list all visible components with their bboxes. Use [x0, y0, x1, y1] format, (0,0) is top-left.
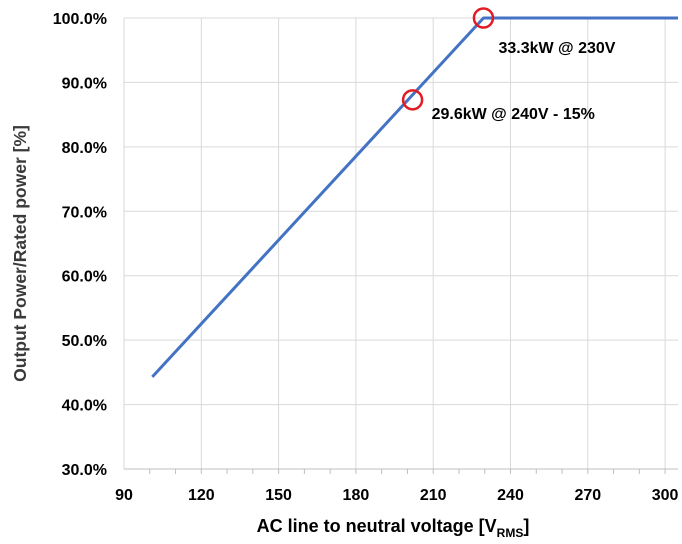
annotation-label-1: 29.6kW @ 240V - 15%	[432, 106, 595, 123]
annotations-layer: 33.3kW @ 230V 29.6kW @ 240V - 15%	[401, 7, 616, 123]
y-tick-label-60: 60.0%	[62, 269, 107, 286]
series-layer	[151, 16, 678, 378]
y-tick-label-70: 70.0%	[62, 204, 107, 221]
x-tick-label-180: 180	[343, 487, 370, 504]
y-tick-label-90: 90.0%	[62, 75, 107, 92]
x-axis-title-end: ]	[523, 516, 529, 536]
annotation-marker-0	[472, 7, 495, 29]
y-tick-label-100: 100.0%	[53, 11, 107, 28]
y-tick-label-80: 80.0%	[62, 140, 107, 157]
x-tick-label-120: 120	[188, 487, 215, 504]
x-tick-label-150: 150	[265, 487, 292, 504]
axes	[124, 468, 678, 474]
x-axis-title-main: AC line to neutral voltage [V	[257, 516, 497, 536]
x-tick-label-240: 240	[497, 487, 524, 504]
x-axis-title-subscript: RMS	[497, 526, 524, 540]
annotation-label-0: 33.3kW @ 230V	[498, 40, 615, 57]
series-line-0	[151, 16, 678, 378]
grid	[123, 17, 678, 470]
annotation-marker-1	[401, 89, 424, 111]
y-axis-title: Output Power/Rated power [%]	[10, 125, 30, 382]
x-tick-label-90: 90	[115, 487, 133, 504]
y-tick-label-30: 30.0%	[62, 462, 107, 479]
x-tick-label-270: 270	[574, 487, 601, 504]
x-axis-title: AC line to neutral voltage [VRMS]	[257, 516, 530, 540]
y-tick-label-50: 50.0%	[62, 333, 107, 350]
x-tick-label-210: 210	[420, 487, 447, 504]
y-tick-labels: 30.0% 40.0% 50.0% 60.0% 70.0% 80.0% 90.0% 100.0…	[53, 11, 107, 479]
x-tick-label-300: 300	[652, 487, 679, 504]
x-tick-labels: 90 120 150 180 210 240 270 300	[115, 487, 678, 504]
y-tick-label-40: 40.0%	[62, 398, 107, 415]
